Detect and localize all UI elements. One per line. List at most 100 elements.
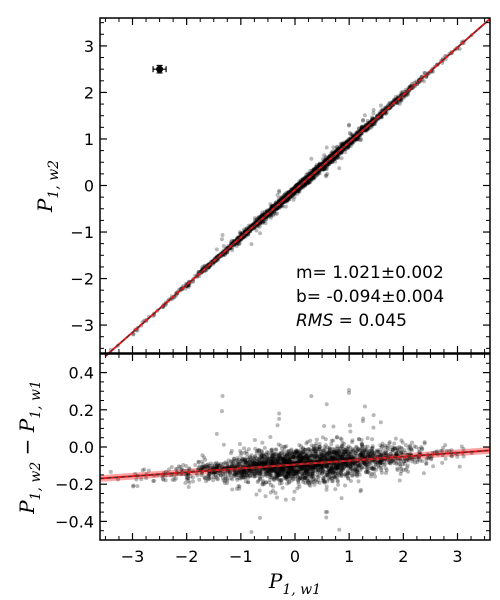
top-data-point: [339, 141, 344, 146]
bottom-data-point: [243, 461, 248, 466]
bottom-data-point: [313, 449, 318, 454]
top-data-point: [294, 183, 299, 188]
top-data-point: [393, 94, 398, 99]
bottom-data-point: [252, 474, 257, 479]
top-data-point: [387, 100, 392, 105]
top-data-point: [299, 178, 304, 183]
top-data-point: [321, 167, 326, 172]
bottom-data-point: [340, 455, 345, 460]
top-data-point: [289, 187, 294, 192]
top-data-point: [229, 238, 234, 243]
top-data-point: [257, 215, 262, 220]
bottom-data-point: [390, 447, 395, 452]
bottom-data-point: [302, 456, 307, 461]
top-data-point: [359, 125, 364, 130]
top-data-point: [252, 216, 257, 221]
top-data-point: [347, 122, 352, 127]
bottom-data-point: [311, 480, 316, 485]
bottom-data-point: [299, 459, 304, 464]
bottom-data-point: [291, 472, 296, 477]
bottom-data-point: [315, 463, 320, 468]
bottom-data-point: [291, 454, 296, 459]
bottom-data-point: [411, 457, 416, 462]
bottom-data-point: [330, 479, 335, 484]
top-data-point: [306, 179, 311, 184]
bottom-data-point: [303, 465, 308, 470]
bottom-data-point: [306, 455, 311, 460]
top-data-point: [264, 216, 269, 221]
bottom-data-point: [297, 466, 302, 471]
bottom-data-point: [220, 465, 225, 470]
top-data-point: [271, 212, 276, 217]
top-data-point: [349, 141, 354, 146]
top-data-point: [282, 192, 287, 197]
bottom-data-point: [300, 455, 305, 460]
bottom-data-point: [288, 466, 293, 471]
top-data-point: [286, 190, 291, 195]
bottom-data-point: [199, 472, 204, 477]
bottom-data-point: [277, 471, 282, 476]
top-data-point: [345, 145, 350, 150]
bottom-data-point: [440, 448, 445, 453]
bottom-data-point: [333, 465, 338, 470]
top-data-point: [303, 182, 308, 187]
bottom-data-point: [240, 458, 244, 463]
top-data-point: [311, 175, 316, 180]
bottom-data-point: [298, 457, 303, 462]
bottom-data-point: [457, 464, 462, 469]
bottom-data-point: [308, 471, 313, 476]
bottom-data-point: [307, 466, 312, 471]
top-data-point: [202, 264, 207, 269]
bottom-data-point: [309, 458, 314, 463]
top-data-point: [314, 165, 319, 170]
bottom-data-point: [379, 468, 384, 473]
bottom-data-point: [276, 453, 281, 458]
bottom-data-point: [362, 461, 367, 466]
bottom-data-point: [291, 474, 296, 479]
top-data-point: [380, 107, 385, 112]
top-data-point: [322, 166, 327, 171]
bottom-data-point: [220, 475, 225, 480]
bottom-data-point: [300, 473, 305, 478]
bottom-data-point: [265, 461, 270, 466]
bottom-data-point: [401, 467, 406, 472]
top-data-point: [328, 160, 333, 165]
bottom-data-point: [373, 474, 378, 479]
bottom-data-point: [256, 462, 261, 467]
top-data-point: [287, 197, 292, 202]
top-data-point: [295, 191, 300, 196]
top-data-point: [317, 161, 322, 166]
bottom-data-point: [351, 455, 356, 460]
top-data-point: [350, 132, 355, 137]
bottom-data-point: [244, 458, 249, 463]
bottom-data-point: [282, 459, 287, 464]
top-data-point: [360, 125, 365, 130]
bottom-data-point: [259, 461, 264, 466]
bottom-data-point: [318, 467, 323, 472]
top-data-point: [279, 203, 284, 208]
bottom-data-point: [398, 471, 403, 476]
bottom-data-point: [265, 460, 270, 465]
bottom-data-point: [313, 479, 318, 484]
top-data-point: [316, 163, 321, 168]
bottom-data-point: [171, 474, 176, 479]
bottom-data-point: [341, 466, 346, 470]
bottom-data-point: [344, 450, 349, 455]
bottom-data-point: [262, 445, 267, 450]
bottom-data-point: [257, 461, 262, 466]
bottom-data-point: [267, 467, 272, 472]
top-data-point: [314, 162, 319, 167]
bottom-data-point: [184, 475, 189, 480]
bottom-data-point: [243, 458, 248, 463]
bottom-data-point: [331, 447, 336, 452]
bottom-data-point: [333, 476, 338, 481]
bottom-data-point: [366, 452, 371, 457]
bottom-data-point: [312, 455, 317, 460]
top-data-point: [279, 195, 284, 200]
bottom-data-point: [260, 482, 265, 487]
annotation-rms: RMS = 0.045: [296, 311, 407, 331]
top-ylabel-base: P: [33, 198, 57, 213]
bottom-data-point: [330, 451, 335, 456]
bottom-data-point: [320, 435, 325, 440]
top-data-point: [221, 244, 226, 249]
